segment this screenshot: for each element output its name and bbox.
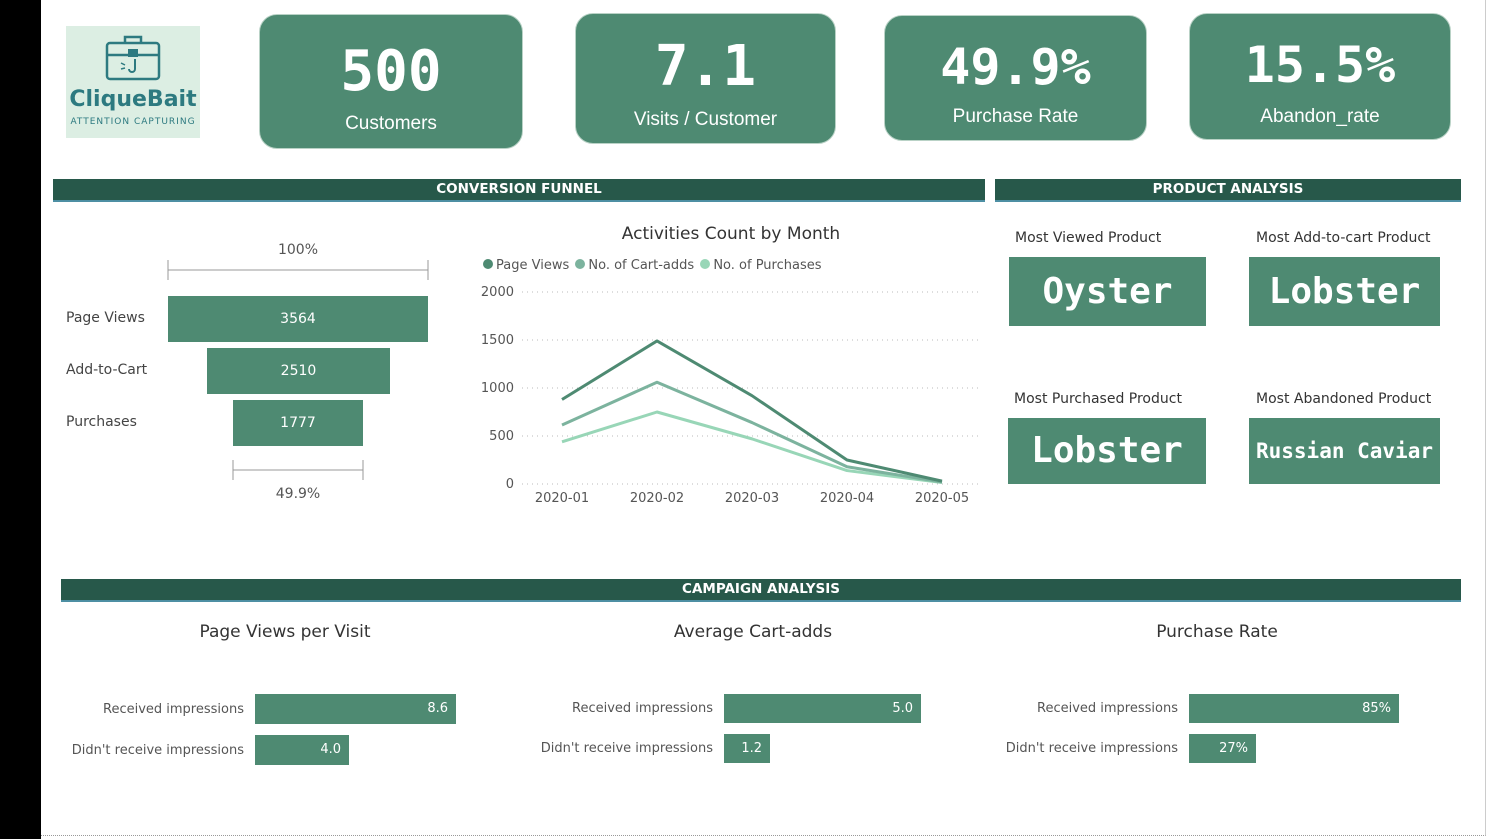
legend-item-page-views[interactable]: Page Views: [483, 258, 569, 273]
campaign-chart-title: Average Cart-adds: [673, 622, 833, 642]
funnel-bar-value: 2510: [280, 363, 317, 379]
most-viewed-label: Most Viewed Product: [1015, 230, 1162, 246]
campaign-bar[interactable]: 4.0: [255, 735, 349, 765]
most-abandoned-label: Most Abandoned Product: [1256, 391, 1432, 407]
line-chart: 0 500 1000 1500 2000 2020-01 2020-02 2020-03 202…: [481, 285, 980, 506]
most-purchased-product[interactable]: Lobster: [1008, 418, 1206, 484]
campaign-bar-value: 1.2: [741, 741, 762, 756]
conversion-funnel-header: CONVERSION FUNNEL: [53, 179, 985, 202]
series-line-2: [561, 380, 943, 484]
campaign-chart-title: Purchase Rate: [1156, 622, 1278, 642]
campaign-bar-value: 85%: [1362, 701, 1391, 716]
x-tick-label: 2020-04: [820, 491, 874, 506]
cliquebait-logo: CliqueBait ATTENTION CAPTURING: [66, 26, 200, 138]
y-tick-label: 1500: [481, 333, 514, 348]
campaign-row-label: Received impressions: [1037, 701, 1178, 716]
campaign-row-label: Didn't receive impressions: [71, 743, 244, 758]
campaign-row-label: Didn't receive impressions: [540, 741, 713, 756]
legend-dot: [575, 259, 586, 269]
logo-name: CliqueBait: [69, 87, 197, 112]
x-tick-label: 2020-05: [915, 491, 969, 506]
most-added-product[interactable]: Lobster: [1249, 257, 1440, 326]
line-chart-legend: Page Views No. of Cart-adds No. of Purch…: [483, 258, 822, 273]
campaign-bar-value: 8.6: [427, 701, 448, 716]
most-purchased-label: Most Purchased Product: [1014, 391, 1182, 407]
kpi-customers[interactable]: 500 Customers: [259, 14, 523, 149]
campaign-bar-value: 4.0: [320, 742, 341, 757]
product-analysis-header: PRODUCT ANALYSIS: [995, 179, 1461, 202]
kpi-label: Abandon_rate: [1260, 106, 1380, 127]
campaign-bar[interactable]: 27%: [1189, 734, 1256, 763]
kpi-value: 15.5%: [1244, 36, 1396, 94]
funnel-top-bracket: [167, 260, 429, 280]
campaign-row-label: Didn't receive impressions: [1005, 741, 1178, 756]
funnel-stage-label: Purchases: [66, 414, 137, 430]
kpi-value: 49.9%: [940, 38, 1091, 96]
x-tick-label: 2020-02: [630, 491, 684, 506]
funnel-bar[interactable]: 2510: [207, 348, 390, 394]
legend-item-cart-adds[interactable]: No. of Cart-adds: [575, 258, 694, 273]
tackle-box-icon: [105, 35, 161, 81]
series-line-3: [561, 410, 943, 485]
kpi-label: Visits / Customer: [633, 109, 778, 130]
most-viewed-product[interactable]: Oyster: [1009, 257, 1206, 326]
campaign-chart-title: Page Views per Visit: [199, 622, 371, 642]
most-added-label: Most Add-to-cart Product: [1256, 230, 1431, 246]
y-tick-label: 0: [506, 477, 514, 492]
series-line-1: [561, 339, 943, 483]
legend-label: No. of Purchases: [713, 258, 822, 273]
y-tick-label: 1000: [481, 381, 514, 396]
logo-tagline: ATTENTION CAPTURING: [70, 117, 196, 127]
campaign-bar[interactable]: 8.6: [255, 694, 456, 724]
campaign-row-label: Received impressions: [572, 701, 713, 716]
line-chart-title: Activities Count by Month: [621, 224, 841, 244]
kpi-value: 500: [340, 39, 442, 104]
campaign-row-label: Received impressions: [103, 702, 244, 717]
funnel-bar[interactable]: 1777: [233, 400, 363, 446]
funnel-stage-label: Page Views: [66, 310, 145, 326]
legend-item-purchases[interactable]: No. of Purchases: [700, 258, 822, 273]
funnel-bottom-percent: 49.9%: [275, 486, 321, 502]
funnel-stage-label: Add-to-Cart: [66, 362, 148, 378]
campaign-bar-value: 5.0: [892, 701, 913, 716]
funnel-bar-value: 3564: [280, 311, 316, 327]
legend-label: Page Views: [496, 258, 570, 273]
x-tick-label: 2020-03: [725, 491, 779, 506]
campaign-bar-value: 27%: [1219, 741, 1248, 756]
kpi-value: 7.1: [654, 34, 757, 99]
legend-dot: [483, 259, 493, 269]
funnel-bar-value: 1777: [280, 415, 316, 431]
campaign-bar[interactable]: 1.2: [724, 734, 770, 763]
most-abandoned-product[interactable]: Russian Caviar: [1249, 418, 1440, 484]
left-edge-bar: [0, 0, 41, 839]
kpi-purchase-rate[interactable]: 49.9% Purchase Rate: [884, 15, 1147, 141]
y-tick-label: 2000: [481, 285, 514, 300]
kpi-visits-per-customer[interactable]: 7.1 Visits / Customer: [575, 13, 836, 144]
kpi-label: Purchase Rate: [952, 106, 1079, 127]
campaign-bar[interactable]: 85%: [1189, 694, 1399, 723]
kpi-label: Customers: [345, 113, 437, 134]
y-tick-label: 500: [489, 429, 514, 444]
campaign-analysis-header: CAMPAIGN ANALYSIS: [61, 579, 1461, 602]
campaign-bar[interactable]: 5.0: [724, 694, 921, 723]
funnel-bar[interactable]: 3564: [168, 296, 428, 342]
funnel-top-percent: 100%: [277, 242, 319, 258]
x-tick-label: 2020-01: [535, 491, 589, 506]
funnel-bottom-bracket: [232, 460, 364, 480]
legend-label: No. of Cart-adds: [588, 258, 695, 273]
legend-dot: [700, 259, 711, 269]
kpi-abandon-rate[interactable]: 15.5% Abandon_rate: [1189, 13, 1451, 140]
